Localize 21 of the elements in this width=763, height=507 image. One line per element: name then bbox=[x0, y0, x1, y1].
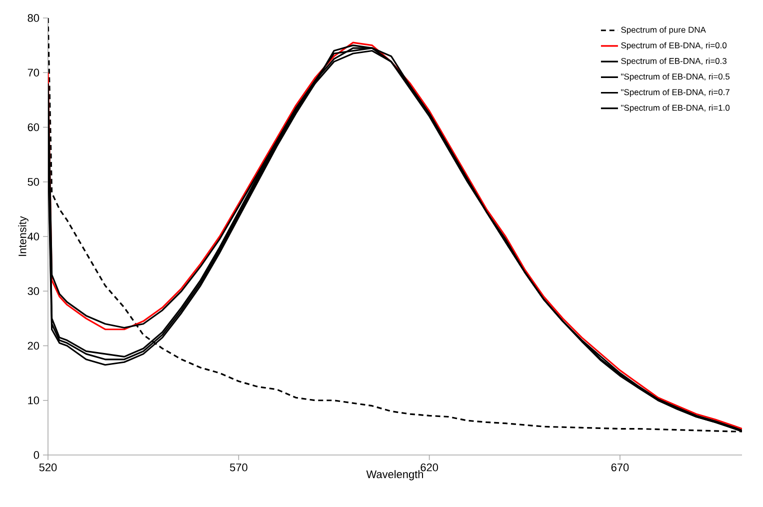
legend-label: Spectrum of pure DNA bbox=[621, 26, 706, 34]
legend-label: Spectrum of EB-DNA, ri=0.0 bbox=[621, 42, 727, 50]
legend-label: "Spectrum of EB-DNA, ri=0.7 bbox=[621, 88, 730, 97]
y-tick-label: 30 bbox=[28, 287, 40, 296]
y-axis-title: Intensity bbox=[18, 216, 28, 256]
y-tick-label: 80 bbox=[28, 14, 40, 22]
x-axis-title: Wavelength bbox=[366, 470, 424, 480]
y-tick-label: 60 bbox=[28, 123, 40, 132]
y-tick-label: 70 bbox=[28, 68, 40, 77]
x-tick-label: 520 bbox=[39, 464, 57, 472]
y-tick-label: 40 bbox=[28, 232, 40, 240]
y-tick-label: 20 bbox=[28, 342, 40, 350]
legend-label: "Spectrum of EB-DNA, ri=1.0 bbox=[621, 104, 730, 112]
y-tick-label: 50 bbox=[28, 178, 40, 186]
x-tick-label: 570 bbox=[230, 464, 248, 472]
y-tick-label: 0 bbox=[34, 451, 40, 459]
x-tick-label: 620 bbox=[420, 464, 438, 472]
x-tick-label: 670 bbox=[611, 464, 629, 472]
y-tick-label: 10 bbox=[28, 396, 40, 404]
legend-label: Spectrum of EB-DNA, ri=0.3 bbox=[621, 58, 727, 66]
legend-label: "Spectrum of EB-DNA, ri=0.5 bbox=[621, 73, 730, 82]
